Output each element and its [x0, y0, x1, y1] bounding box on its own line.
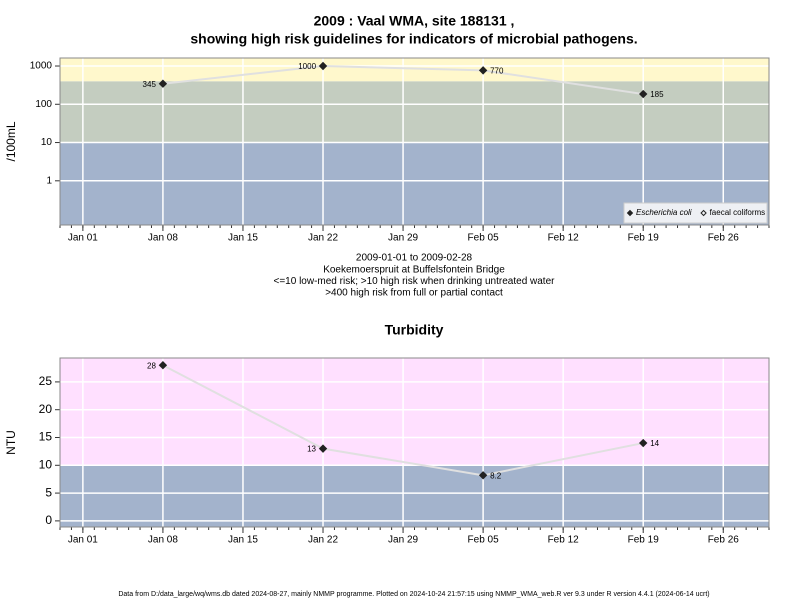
legend-label: faecal coliforms	[710, 208, 766, 217]
y-axis-label: /100mL	[4, 121, 18, 161]
y-tick-label: 15	[39, 430, 53, 444]
x-tick-label: Jan 15	[228, 233, 258, 244]
x-tick-label: Jan 01	[68, 535, 98, 546]
x-tick-label: Jan 08	[148, 233, 178, 244]
data-label: 28	[147, 361, 156, 370]
chart-title: Turbidity	[385, 322, 444, 338]
legend-box	[623, 202, 768, 224]
x-tick-label: Feb 19	[628, 535, 660, 546]
x-tick-label: Jan 01	[68, 233, 98, 244]
x-tick-label: Feb 05	[468, 535, 500, 546]
y-axis-label: NTU	[4, 430, 18, 455]
x-tick-label: Jan 29	[388, 535, 418, 546]
risk-band	[60, 465, 769, 527]
data-point	[158, 79, 168, 88]
x-tick-label: Feb 26	[708, 535, 740, 546]
y-tick-label: 0	[45, 513, 52, 527]
x-tick-label: Feb 26	[708, 233, 740, 244]
x-tick-label: Feb 19	[628, 233, 660, 244]
x-tick-label: Jan 29	[388, 233, 418, 244]
risk-band	[60, 81, 769, 143]
x-tick-label: Feb 12	[548, 233, 580, 244]
legend-label: Escherichia coli	[636, 208, 692, 217]
y-tick-label: 25	[39, 374, 53, 388]
x-tick-label: Jan 22	[308, 535, 338, 546]
data-label: 345	[143, 80, 157, 89]
data-label: 770	[490, 66, 504, 75]
footer: Data from D:/data_large/wq/wms.db dated …	[118, 591, 709, 598]
y-tick-label: 10	[39, 457, 53, 471]
data-point	[318, 61, 328, 71]
y-tick-label: 20	[39, 402, 53, 416]
y-tick-label: 100	[35, 99, 52, 110]
y-tick-label: 10	[41, 137, 53, 148]
data-label: 185	[650, 90, 664, 99]
y-tick-label: 5	[45, 485, 52, 499]
data-point	[478, 66, 488, 75]
legend-marker	[700, 209, 707, 217]
x-tick-label: Jan 22	[308, 233, 338, 244]
note: Koekemoerspruit at Buffelsfontein Bridge	[323, 264, 505, 275]
x-tick-label: Feb 05	[468, 233, 500, 244]
data-label: 13	[307, 445, 316, 454]
series-line	[162, 65, 644, 96]
chart-title: 2009 : Vaal WMA, site 188131 ,	[314, 13, 515, 29]
legend-marker	[626, 209, 634, 217]
y-tick-label: 1000	[30, 61, 53, 72]
x-tick-label: Jan 15	[228, 535, 258, 546]
chart-subtitle: showing high risk guidelines for indicat…	[190, 31, 637, 47]
plot-frame	[59, 357, 770, 528]
note: >400 high risk from full or partial cont…	[325, 288, 503, 299]
x-tick-label: Feb 12	[548, 535, 580, 546]
data-point	[318, 444, 328, 453]
note: 2009-01-01 to 2009-02-28	[356, 253, 473, 264]
series-line	[162, 364, 644, 477]
risk-band	[60, 58, 769, 82]
data-point	[158, 361, 168, 370]
data-point	[639, 89, 648, 99]
risk-band	[60, 358, 769, 466]
note: <=10 low-med risk; >10 high risk when dr…	[274, 276, 556, 287]
data-label: 1000	[298, 62, 316, 71]
plot-frame	[59, 57, 770, 226]
y-tick-label: 1	[46, 175, 52, 186]
data-point	[639, 438, 648, 448]
data-point	[478, 471, 488, 480]
data-label: 14	[650, 439, 659, 448]
x-tick-label: Jan 08	[148, 535, 178, 546]
data-label: 8.2	[490, 471, 502, 480]
